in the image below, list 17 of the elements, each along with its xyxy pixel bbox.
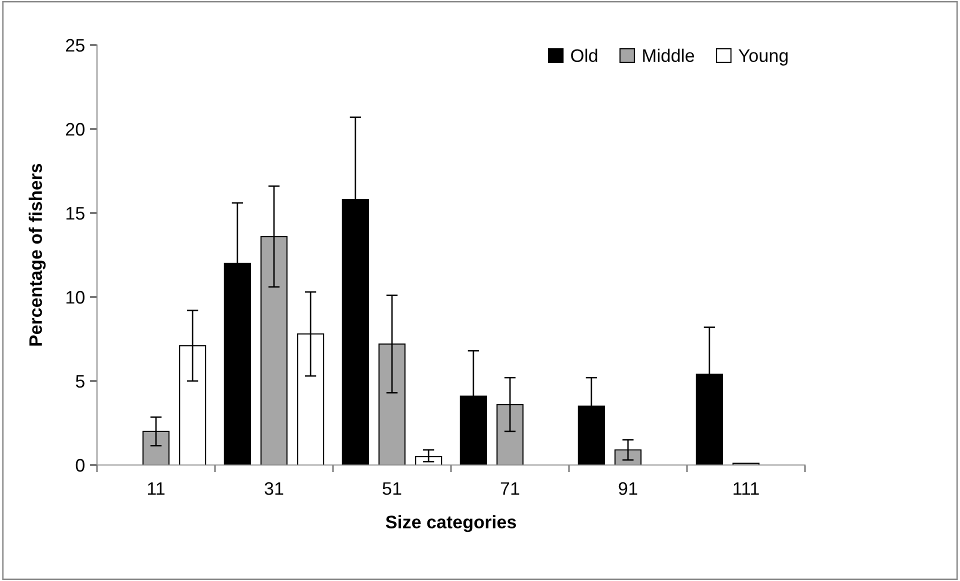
x-tick-label: 91 — [618, 482, 638, 495]
y-tick-label: 15 — [66, 207, 84, 220]
x-tick-label: 51 — [382, 482, 402, 495]
x-tick-label: 71 — [500, 482, 520, 495]
y-tick-label: 25 — [66, 38, 84, 52]
x-axis-title: Size categories — [386, 515, 516, 532]
y-tick-label: 0 — [76, 458, 84, 472]
x-tick-label: 111 — [734, 482, 759, 495]
x-tick-label: 31 — [264, 482, 284, 495]
x-tick-label: 11 — [148, 482, 164, 495]
legend-label: Old — [571, 48, 598, 62]
y-tick-label: 5 — [76, 375, 84, 388]
y-tick-label: 10 — [66, 290, 84, 304]
legend-label: Young — [738, 49, 788, 66]
y-axis-title: Percentage of fishers — [28, 164, 46, 346]
legend-label: Middle — [643, 48, 694, 62]
y-tick-label: 20 — [66, 122, 84, 136]
